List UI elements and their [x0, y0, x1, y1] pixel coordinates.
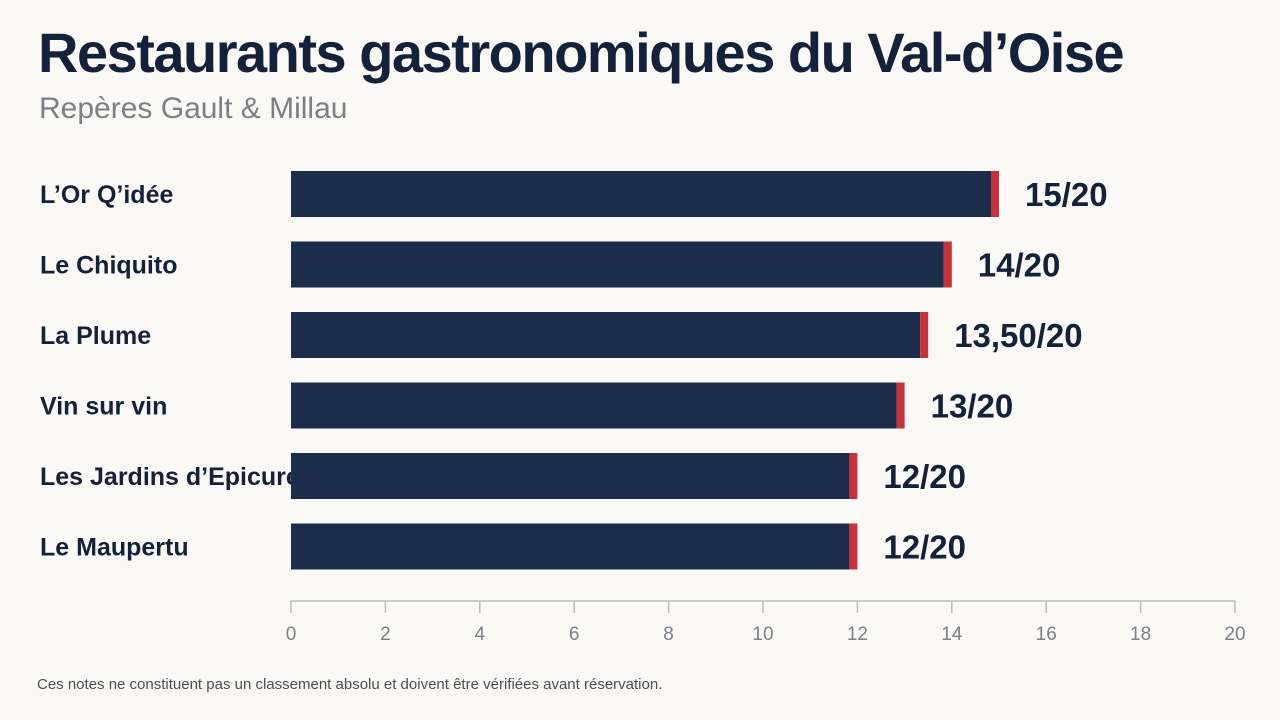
bar-end-accent	[943, 241, 952, 288]
x-tick-label: 18	[1130, 624, 1151, 645]
x-tick-label: 0	[286, 624, 297, 645]
bar	[291, 523, 850, 570]
bar-end-accent	[896, 382, 905, 429]
bar	[291, 312, 921, 358]
x-tick-label: 12	[847, 624, 868, 645]
value-label: 12/20	[883, 529, 966, 566]
x-tick-label: 6	[569, 624, 580, 645]
category-label: La Plume	[40, 322, 151, 350]
bar	[291, 453, 850, 499]
value-label: 13/20	[931, 388, 1014, 425]
x-tick-label: 8	[663, 624, 674, 645]
bar	[291, 171, 991, 217]
chart-title: Restaurants gastronomiques du Val-d’Oise	[38, 21, 1125, 84]
category-label: Les Jardins d’Epicure	[40, 463, 300, 491]
x-tick-label: 16	[1036, 624, 1057, 645]
x-tick-label: 4	[475, 624, 486, 645]
value-label: 15/20	[1025, 176, 1108, 213]
x-tick-label: 14	[941, 624, 963, 645]
value-label: 12/20	[883, 458, 966, 495]
bar	[291, 382, 897, 429]
value-label: 13,50/20	[954, 317, 1082, 354]
chart-subtitle: Repères Gault & Millau	[39, 92, 348, 125]
bar-end-accent	[920, 312, 929, 358]
value-label: 14/20	[978, 247, 1061, 284]
bar-end-accent	[849, 523, 858, 570]
x-tick-label: 20	[1224, 624, 1245, 645]
category-label: Le Chiquito	[40, 252, 177, 280]
category-label: Vin sur vin	[40, 393, 167, 421]
bar-end-accent	[991, 171, 999, 217]
bar	[291, 241, 944, 288]
bar-end-accent	[849, 453, 858, 499]
category-label: L’Or Q’idée	[40, 181, 173, 209]
footnote: Ces notes ne constituent pas un classeme…	[37, 676, 663, 693]
category-label: Le Maupertu	[40, 534, 189, 562]
x-tick-label: 2	[380, 624, 391, 645]
x-tick-label: 10	[752, 624, 773, 645]
